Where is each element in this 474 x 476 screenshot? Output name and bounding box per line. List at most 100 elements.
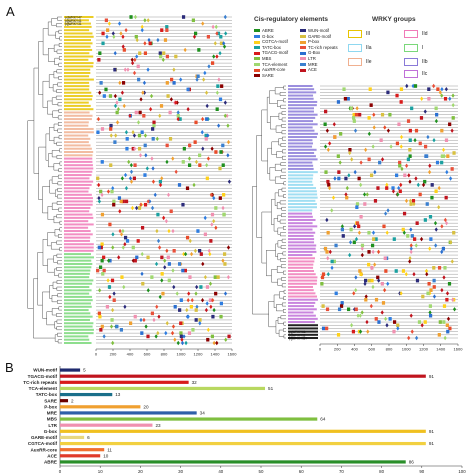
cis-element-mark [165, 28, 169, 32]
cis-element-mark [419, 116, 424, 120]
cis-element-mark [389, 144, 393, 149]
cis-element-mark [402, 211, 407, 216]
cis-legend-item-6: TCA-element [254, 62, 287, 67]
cis-element-mark [146, 288, 150, 293]
cis-element-mark [196, 74, 200, 79]
cis-element-mark [365, 192, 369, 197]
cis-element-mark [427, 281, 431, 286]
cis-element-mark [138, 153, 143, 158]
gene-label-mark [64, 127, 94, 130]
cis-element-mark [140, 27, 144, 33]
cis-element-mark [98, 51, 102, 56]
cis-element-mark [374, 237, 378, 241]
cis-element-mark [398, 160, 402, 165]
cis-element-mark [167, 228, 171, 234]
cis-element-mark [328, 249, 332, 255]
cis-element-mark [400, 166, 404, 172]
right-phylogenetic-tree [252, 85, 286, 339]
cis-element-mark [412, 201, 416, 207]
cis-element-mark [101, 41, 105, 46]
cis-element-mark [409, 249, 413, 255]
cis-element-mark [194, 159, 199, 165]
cis-element-mark [396, 192, 400, 197]
gene-label-mark [64, 65, 94, 68]
cis-element-mark [142, 113, 146, 118]
cis-element-mark [100, 324, 104, 329]
cis-element-mark [176, 113, 180, 118]
gene-label-mark [64, 91, 92, 94]
bar-value-label: 11 [107, 447, 112, 452]
gene-label-mark [64, 210, 90, 213]
cis-element-mark [423, 179, 427, 184]
cis-element-mark [414, 335, 419, 341]
cis-element-mark [132, 176, 136, 181]
cis-element-mark [446, 154, 450, 158]
bar-x-tick-label: 0 [59, 469, 62, 474]
cis-element-mark [418, 141, 422, 146]
legend-swatch [254, 34, 260, 38]
cis-element-mark [408, 128, 412, 133]
legend-swatch [300, 62, 306, 66]
gene-label-mark [288, 174, 314, 177]
cis-legend-item-b-6: MRE [300, 62, 318, 67]
cis-element-mark [434, 118, 438, 124]
wrky-group-box [404, 44, 418, 52]
cis-element-mark [360, 246, 364, 251]
cis-element-mark [216, 84, 220, 88]
cis-element-mark [156, 330, 160, 336]
cis-element-mark [120, 90, 125, 95]
cis-element-mark [172, 284, 176, 290]
cis-element-mark [179, 331, 183, 335]
cis-element-mark [209, 239, 213, 243]
cis-element-mark [99, 81, 103, 85]
cis-element-mark [209, 192, 213, 198]
cis-element-mark [359, 214, 363, 219]
gene-label-mark [64, 272, 90, 275]
cis-element-mark [427, 169, 432, 175]
cis-element-mark [158, 51, 162, 56]
gene-label-mark [288, 199, 316, 202]
cis-element-mark [164, 218, 168, 224]
cis-element-mark [136, 239, 140, 243]
cis-element-mark [443, 266, 447, 270]
cis-element-mark [358, 112, 362, 117]
cis-element-mark [160, 176, 164, 181]
cis-element-mark [97, 58, 101, 62]
cis-element-mark [205, 301, 209, 306]
cis-element-mark [173, 337, 177, 342]
cis-element-mark [171, 228, 175, 234]
cis-element-mark [218, 166, 222, 171]
cis-element-mark [434, 189, 438, 194]
legend-label: TCA-element [262, 61, 288, 67]
cis-element-mark [325, 217, 329, 223]
cis-element-mark [357, 230, 361, 235]
cis-element-mark [445, 323, 449, 328]
cis-element-mark [158, 113, 162, 118]
cis-element-mark [202, 77, 206, 82]
cis-element-mark [144, 153, 148, 158]
cis-element-mark [438, 90, 442, 95]
cis-element-mark [177, 183, 182, 187]
bar-value-label: 34 [200, 411, 206, 416]
cis-element-mark [121, 228, 125, 234]
cis-element-mark [432, 138, 436, 143]
wrky-group-box [404, 58, 418, 66]
cis-element-mark [166, 255, 170, 260]
cis-element-mark [219, 41, 224, 46]
cis-element-mark [354, 112, 359, 117]
cis-element-mark [187, 163, 192, 167]
cis-element-mark [107, 21, 111, 26]
wrky-group-box [404, 30, 418, 38]
gene-label-mark [288, 148, 317, 151]
cis-element-mark [110, 278, 115, 283]
cis-legend-item-b-4: G-Box [300, 50, 320, 55]
legend-label: G-box [262, 33, 274, 39]
legend-swatch [254, 57, 260, 61]
cis-element-mark [171, 324, 176, 329]
gene-label-mark [64, 170, 93, 173]
cis-element-mark [181, 15, 186, 19]
cis-element-mark [440, 287, 444, 293]
bar-category-label: ACE [47, 453, 57, 458]
cis-element-mark [198, 318, 202, 322]
